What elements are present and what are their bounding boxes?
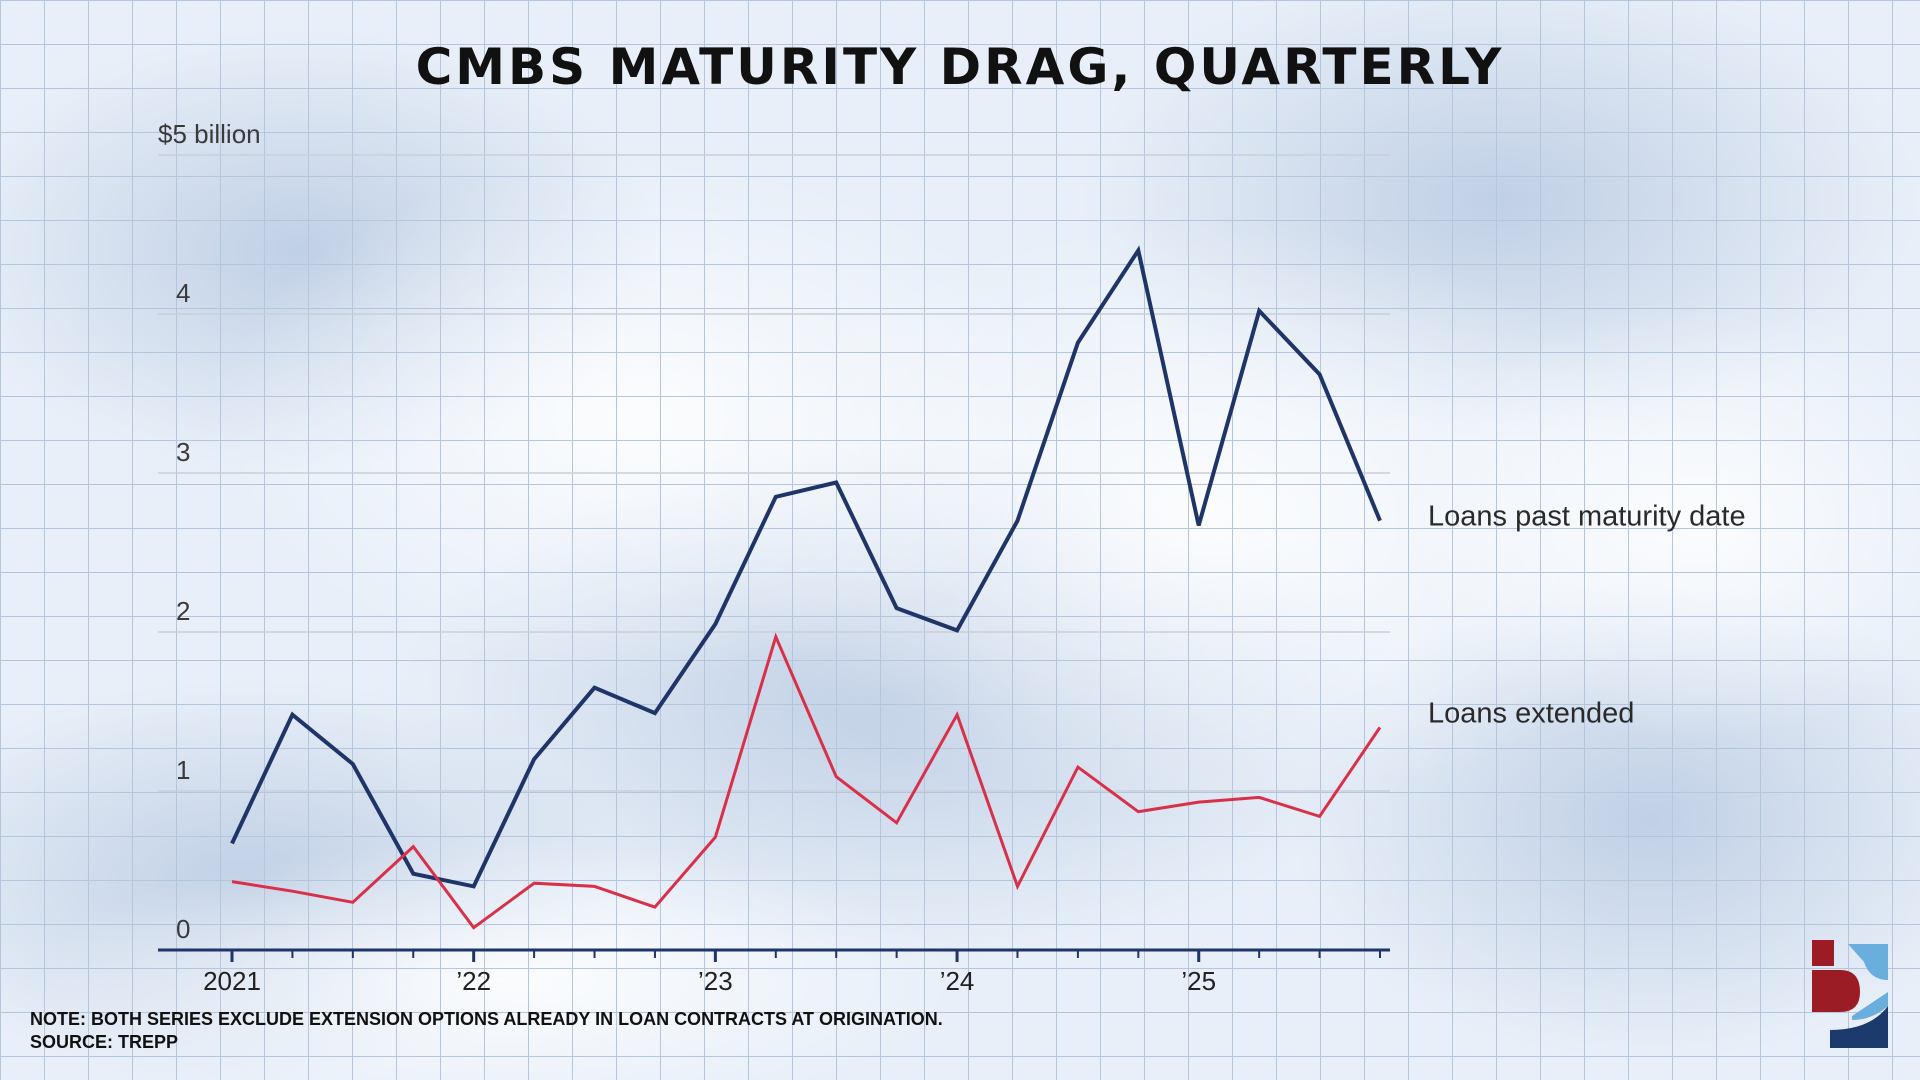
chart-title: CMBS MATURITY DRAG, QUARTERLY [415, 38, 1505, 96]
x-tick-label: ’25 [1181, 966, 1216, 996]
legend-label-past-maturity: Loans past maturity date [1428, 501, 1746, 533]
note-text: NOTE: BOTH SERIES EXCLUDE EXTENSION OPTI… [30, 1009, 943, 1029]
y-tick-label: 2 [176, 596, 190, 626]
x-tick-label: 2021 [203, 966, 261, 996]
x-tick-label: ’22 [456, 966, 491, 996]
source-text: SOURCE: TREPP [30, 1032, 179, 1052]
legend-label-extended: Loans extended [1428, 697, 1634, 729]
y-tick-label: 3 [176, 437, 190, 467]
gridlines [158, 154, 1390, 792]
x-axis [158, 948, 1390, 962]
series-line-past-maturity [230, 245, 1382, 889]
series-labels: Loans past maturity date Loans extended [1428, 501, 1746, 730]
x-tick-labels: 2021 ’22 ’23 ’24 ’25 [203, 966, 1216, 996]
chart-footnote: NOTE: BOTH SERIES EXCLUDE EXTENSION OPTI… [30, 1008, 943, 1054]
y-tick-label: 4 [176, 278, 190, 308]
y-tick-label: 1 [176, 755, 190, 785]
y-tick-label: $5 billion [158, 119, 261, 149]
series-line-extended [231, 632, 1382, 930]
y-tick-label: 0 [176, 914, 190, 944]
brand-b-logo-icon [1812, 940, 1888, 1048]
x-tick-label: ’23 [698, 966, 733, 996]
y-tick-labels: 0 1 2 3 4 $5 billion [158, 119, 261, 944]
x-tick-label: ’24 [940, 966, 975, 996]
series-lines [230, 245, 1382, 930]
